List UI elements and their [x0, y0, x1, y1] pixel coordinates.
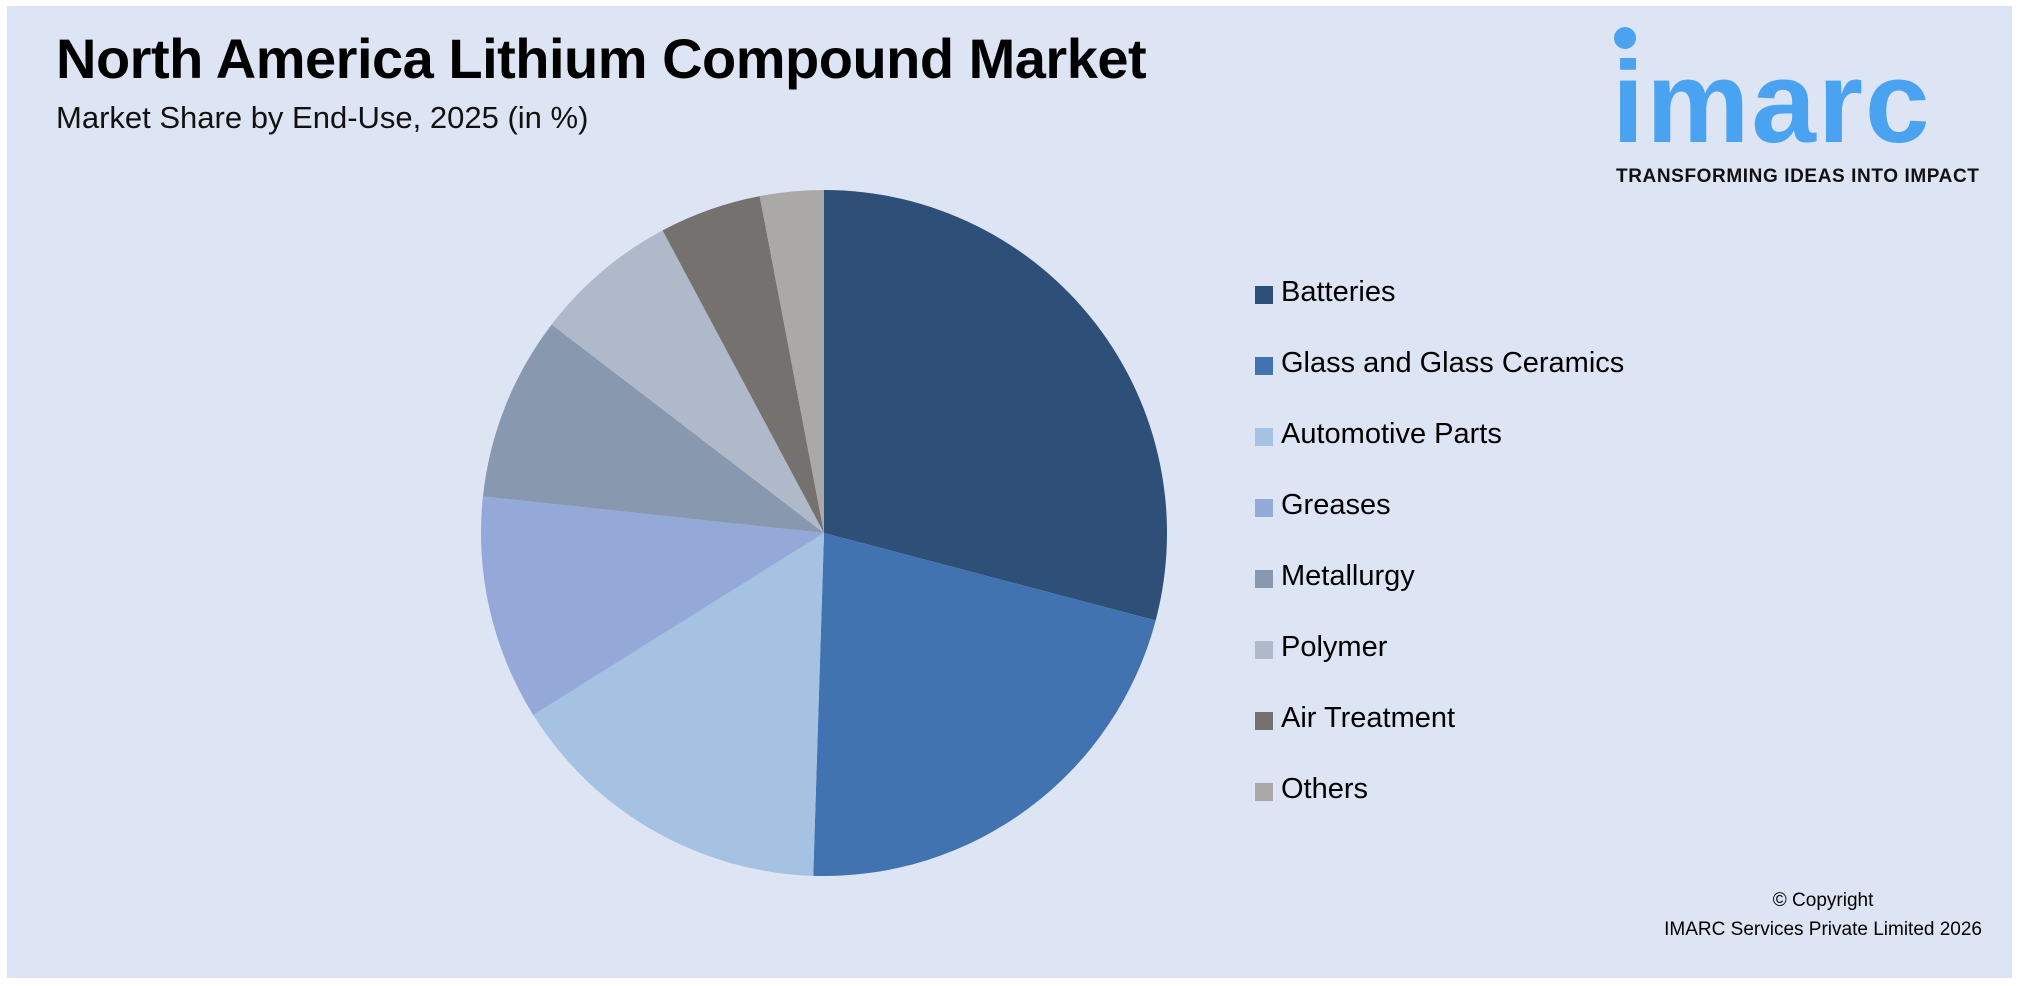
- copyright-line-2: IMARC Services Private Limited 2026: [1664, 919, 1982, 940]
- legend-item-metallurgy: Metallurgy: [1255, 556, 1624, 627]
- legend-label: Glass and Glass Ceramics: [1281, 347, 1625, 379]
- imarc-logo: imarc TRANSFORMING IDEAS INTO IMPACT: [1612, 24, 1998, 194]
- legend-label: Automotive Parts: [1281, 418, 1502, 450]
- chart-legend: Batteries Glass and Glass Ceramics Autom…: [1255, 272, 1624, 840]
- pie-slice-glass-and-glass-ceramics: [813, 533, 1156, 876]
- chart-title: North America Lithium Compound Market: [56, 27, 1147, 90]
- logo-tagline: TRANSFORMING IDEAS INTO IMPACT: [1616, 166, 1980, 187]
- pie-slice-air-treatment: [662, 196, 824, 533]
- pie-slice-polymer: [551, 230, 824, 533]
- legend-label: Metallurgy: [1281, 560, 1415, 592]
- pie-slice-greases: [480, 496, 824, 715]
- legend-label: Greases: [1281, 489, 1391, 521]
- legend-item-batteries: Batteries: [1255, 272, 1624, 343]
- legend-label: Polymer: [1281, 631, 1388, 663]
- legend-swatch-icon: [1255, 286, 1273, 304]
- legend-swatch-icon: [1255, 570, 1273, 588]
- logo-dot-icon: [1614, 27, 1636, 49]
- legend-swatch-icon: [1255, 641, 1273, 659]
- legend-item-others: Others: [1255, 769, 1624, 840]
- legend-item-polymer: Polymer: [1255, 627, 1624, 698]
- logo-wordmark: imarc: [1612, 37, 1932, 167]
- copyright-line-1: © Copyright: [1772, 890, 1874, 911]
- legend-item-automotive-parts: Automotive Parts: [1255, 414, 1624, 485]
- legend-swatch-icon: [1255, 499, 1273, 517]
- legend-label: Batteries: [1281, 276, 1396, 308]
- copyright-notice: © Copyright IMARC Services Private Limit…: [1664, 886, 1982, 944]
- pie-slice-others: [759, 190, 824, 533]
- chart-subtitle: Market Share by End-Use, 2025 (in %): [56, 100, 589, 135]
- legend-swatch-icon: [1255, 357, 1273, 375]
- pie-slice-batteries: [824, 190, 1167, 621]
- legend-item-greases: Greases: [1255, 485, 1624, 556]
- legend-item-glass-ceramics: Glass and Glass Ceramics: [1255, 343, 1624, 414]
- legend-item-air-treatment: Air Treatment: [1255, 698, 1624, 769]
- legend-swatch-icon: [1255, 783, 1273, 801]
- legend-swatch-icon: [1255, 428, 1273, 446]
- pie-slice-automotive-parts: [533, 533, 824, 876]
- legend-swatch-icon: [1255, 712, 1273, 730]
- pie-slice-metallurgy: [482, 324, 824, 533]
- legend-label: Air Treatment: [1281, 702, 1456, 734]
- legend-label: Others: [1281, 773, 1369, 805]
